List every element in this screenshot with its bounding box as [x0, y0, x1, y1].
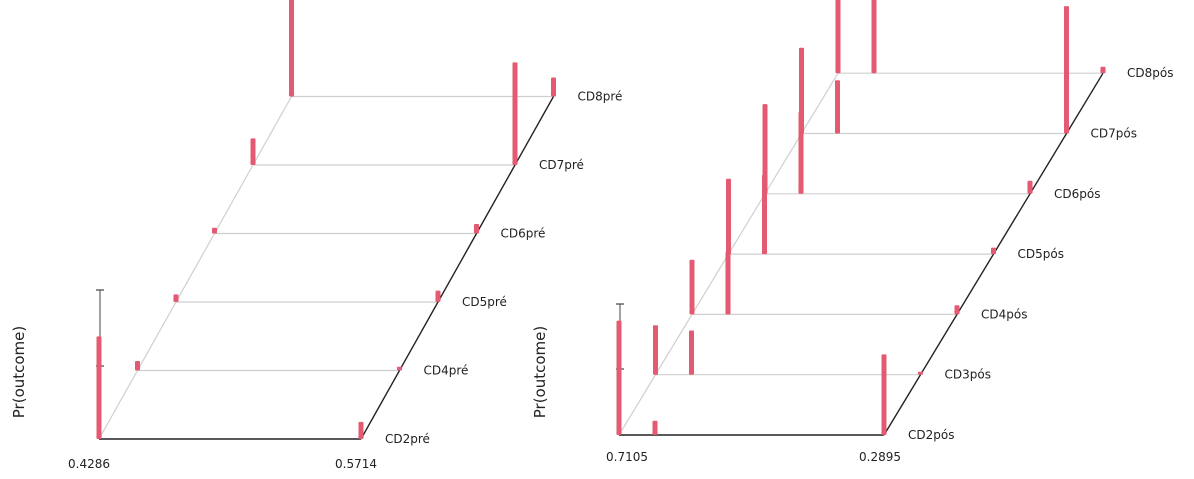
- chart2-bar-tip-s1-0: [652, 432, 658, 435]
- chart2-bar-tip-s2-2: [954, 311, 960, 315]
- chart2-bar-s1-2: [725, 252, 731, 315]
- chart2-bar-s1-3: [762, 174, 767, 255]
- chart2-bar-tip-s2-3: [990, 251, 997, 255]
- chart1-bar-s1-0: [358, 421, 364, 439]
- chart2-category-label: CD4pós: [981, 307, 1027, 321]
- chart2-bar-s1-1: [689, 330, 694, 375]
- chart2-bar-s1-6: [871, 0, 877, 74]
- chart2-bar-tip-s0-6: [835, 70, 841, 74]
- chart2-category-label: CD3pós: [945, 368, 991, 382]
- chart1-bar-tip-s0-0: [96, 436, 102, 439]
- chart2-bar-tip-s1-5: [834, 130, 841, 134]
- chart2-bar-s1-0: [652, 420, 658, 435]
- chart2-bar-tip-s0-1: [652, 371, 659, 375]
- chart2-x-tick-label: 0.7105: [606, 450, 648, 464]
- chart1-bar-tip-s1-1: [396, 367, 403, 371]
- chart2-bar-tip-s0-2: [689, 311, 695, 315]
- chart2-bar-s0-2: [689, 259, 695, 315]
- chart1-x-tick-label: 0.5714: [335, 457, 377, 471]
- chart1-category-label: CD6pré: [501, 227, 546, 241]
- chart2-bar-s0-6: [835, 0, 841, 74]
- chart2-bar-tip-s1-4: [798, 190, 804, 194]
- chart1-bar-tip-s1-3: [473, 230, 480, 234]
- chart2-category-label: CD5pós: [1018, 247, 1064, 261]
- chart2-bar-tip-s2-4: [1027, 190, 1033, 194]
- chart2-y-axis-label: Pr(outcome): [531, 326, 549, 418]
- chart1-bar-tip-s0-4: [250, 162, 256, 165]
- chart2-bar-tip-s1-3: [761, 251, 768, 255]
- chart1-bar-s1-5: [551, 77, 556, 97]
- chart1-category-label: CD8pré: [578, 90, 623, 104]
- chart2-bar-s0-3: [726, 178, 731, 255]
- chart1-category-label: CD5pré: [462, 295, 507, 309]
- chart2-bar-s2-5: [1064, 6, 1069, 134]
- chart1-category-label: CD2pré: [385, 432, 430, 446]
- chart2-bar-tip-s2-0: [881, 432, 887, 435]
- chart1-x-tick-label: 0.4286: [68, 457, 110, 471]
- chart1-bar-s0-0: [96, 336, 102, 439]
- chart2-category-label: CD2pós: [908, 428, 954, 442]
- chart1-bar-tip-s1-5: [550, 93, 557, 97]
- chart2-bar-s2-4: [1027, 180, 1033, 194]
- chart2-bar-s0-0: [616, 320, 622, 435]
- chart1-bar-tip-s0-3: [211, 230, 218, 234]
- chart2-bar-tip-s0-0: [616, 432, 622, 435]
- chart1-left-depth-axis: [98, 96, 293, 440]
- chart2-bar-tip-s1-2: [725, 311, 731, 315]
- chart1-bar-tip-s1-2: [435, 299, 441, 302]
- chart2-bar-tip-s2-1: [917, 371, 924, 375]
- chart1-bar-tip-s0-2: [173, 299, 179, 302]
- chart2-bar-tip-s1-1: [688, 371, 695, 375]
- chart1-category-label: CD4pré: [424, 364, 469, 378]
- chart2-bar-tip-s2-5: [1063, 130, 1070, 134]
- chart1-bar-s0-4: [250, 138, 256, 165]
- chart1-y-axis-label: Pr(outcome): [10, 326, 28, 418]
- chart2-bar-s0-1: [653, 325, 658, 375]
- chart2-bar-s2-0: [881, 354, 887, 435]
- chart2-bar-s1-5: [835, 80, 840, 134]
- chart1-right-depth-axis: [360, 96, 555, 440]
- chart1-bar-s1-4: [512, 62, 518, 165]
- chart2-bar-tip-s2-6: [1100, 70, 1106, 74]
- chart2-category-label: CD6pós: [1054, 187, 1100, 201]
- chart1-bar-tip-s1-4: [512, 162, 518, 165]
- chart2-bar-tip-s1-6: [871, 70, 877, 74]
- chart2-x-tick-label: 0.2895: [859, 450, 901, 464]
- chart1-bar-tip-s0-1: [134, 367, 141, 371]
- chart1-bar-tip-s1-0: [358, 436, 364, 439]
- chart1-bar-s0-5: [289, 0, 294, 97]
- chart1-bar-tip-s0-5: [288, 93, 295, 97]
- chart2-category-label: CD7pós: [1091, 127, 1137, 141]
- chart2-category-label: CD8pós: [1127, 66, 1173, 80]
- chart1-category-label: CD7pré: [539, 158, 584, 172]
- chart2-bar-s0-4: [762, 104, 768, 194]
- chart2-bar-s1-4: [798, 111, 804, 194]
